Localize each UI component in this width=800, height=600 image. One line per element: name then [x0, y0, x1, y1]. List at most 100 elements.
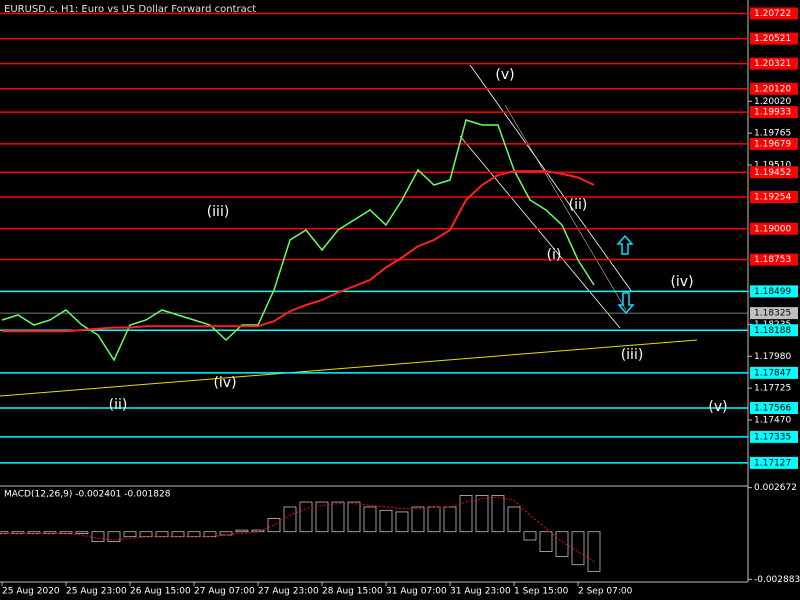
current-price-label: 1.18325: [754, 309, 791, 319]
macd-bar: [347, 501, 361, 533]
macd-bar: [395, 511, 409, 533]
level-label: 1.19000: [754, 224, 791, 234]
level-label: 1.20120: [754, 84, 791, 94]
trend-line: [0, 339, 698, 397]
signal-line: [2, 496, 595, 562]
moving-average-line: [2, 170, 595, 333]
x-tick-label: 27 Aug 23:00: [258, 587, 319, 597]
wave-label: (i): [547, 247, 562, 263]
x-tick-label: 26 Aug 15:00: [130, 587, 191, 597]
macd-bar: [459, 495, 473, 533]
y-tick-label: 1.17470: [754, 416, 791, 426]
macd-bar: [107, 531, 121, 543]
x-tick-label: 2 Sep 07:00: [578, 587, 633, 597]
y-tick-label: 1.17980: [754, 352, 791, 362]
chart-title: EURUSD.c, H1: Euro vs US Dollar Forward …: [4, 4, 256, 15]
level-label-box: [750, 402, 798, 414]
macd-bar: [331, 501, 345, 533]
level-label: 1.19452: [754, 168, 791, 178]
level-label-box: [750, 7, 798, 20]
macd-bar: [235, 529, 249, 533]
level-label: 1.20722: [754, 9, 791, 19]
level-label-box: [750, 82, 798, 95]
wave-label: (iii): [207, 204, 230, 220]
macd-bar: [427, 506, 441, 533]
macd-bar: [91, 531, 105, 543]
macd-bar: [443, 506, 457, 533]
macd-bar: [315, 501, 329, 533]
macd-title: MACD(12,26,9) -0.002401 -0.001828: [4, 490, 171, 500]
level-label-box: [750, 191, 798, 203]
level-label-box: [750, 324, 798, 337]
wave-label: (v): [708, 399, 727, 415]
macd-bar: [475, 495, 489, 533]
level-label: 1.20521: [754, 34, 791, 44]
level-label: 1.17847: [754, 368, 791, 378]
macd-bar: [267, 518, 281, 533]
channel-line: [459, 135, 621, 329]
x-tick-label: 25 Aug 23:00: [66, 587, 127, 597]
macd-bar: [379, 509, 393, 533]
wave-label: (iii): [621, 347, 644, 363]
level-label: 1.17335: [754, 432, 791, 442]
channel-line: [504, 104, 627, 311]
level-label: 1.18753: [754, 255, 791, 265]
level-label-box: [750, 106, 798, 119]
wave-label: (ii): [569, 197, 588, 213]
level-label: 1.19933: [754, 108, 791, 118]
level-label-box: [750, 430, 798, 443]
level-label: 1.18499: [754, 287, 791, 297]
level-label-box: [750, 166, 798, 179]
macd-bar: [507, 506, 521, 533]
macd-bar: [123, 531, 137, 538]
x-tick-label: 1 Sep 15:00: [514, 587, 569, 597]
macd-bar: [491, 495, 505, 533]
level-label: 1.17566: [754, 404, 791, 414]
level-label: 1.17127: [754, 458, 791, 468]
macd-bar: [299, 501, 313, 533]
level-label-box: [750, 137, 798, 150]
macd-bar: [571, 531, 585, 566]
level-label: 1.19679: [754, 139, 791, 149]
wave-label: (v): [495, 67, 514, 83]
x-tick-label: 31 Aug 23:00: [450, 587, 511, 597]
x-tick-label: 27 Aug 07:00: [194, 587, 255, 597]
y-tick-label: 1.20020: [754, 97, 791, 107]
channel-line: [469, 64, 633, 293]
price-line: [1, 119, 595, 362]
macd-bar: [587, 531, 601, 572]
level-label-box: [750, 222, 798, 235]
macd-bar: [523, 531, 537, 541]
x-tick-label: 28 Aug 15:00: [322, 587, 383, 597]
level-label: 1.19254: [754, 193, 791, 203]
wave-label: (ii): [109, 397, 128, 413]
macd-bar: [411, 506, 425, 533]
level-label-box: [750, 366, 798, 379]
macd-bar: [363, 506, 377, 533]
level-label: 1.20321: [754, 59, 791, 69]
x-tick-label: 31 Aug 07:00: [386, 587, 447, 597]
macd-bar: [539, 531, 553, 552]
macd-y-tick-label: -0.002883: [754, 575, 800, 585]
x-tick-label: 25 Aug 2020: [2, 587, 60, 597]
level-label-box: [750, 456, 798, 469]
level-label-box: [750, 253, 798, 266]
y-tick-label: 1.17725: [754, 384, 791, 394]
down-arrow: [617, 292, 635, 315]
macd-bar: [555, 531, 569, 557]
current-price-box: [750, 307, 798, 320]
level-label: 1.18188: [754, 326, 791, 336]
macd-bar: [75, 531, 89, 534]
level-label-box: [750, 285, 798, 298]
level-label-box: [750, 57, 798, 70]
macd-y-tick-label: 0.002672: [754, 483, 797, 493]
up-arrow: [616, 234, 634, 255]
wave-label: (iv): [670, 274, 693, 290]
wave-label: (iv): [213, 375, 236, 391]
y-tick-label: 1.19765: [754, 129, 791, 139]
y-tick-label: 1.19510: [754, 161, 791, 171]
level-label-box: [750, 32, 798, 45]
